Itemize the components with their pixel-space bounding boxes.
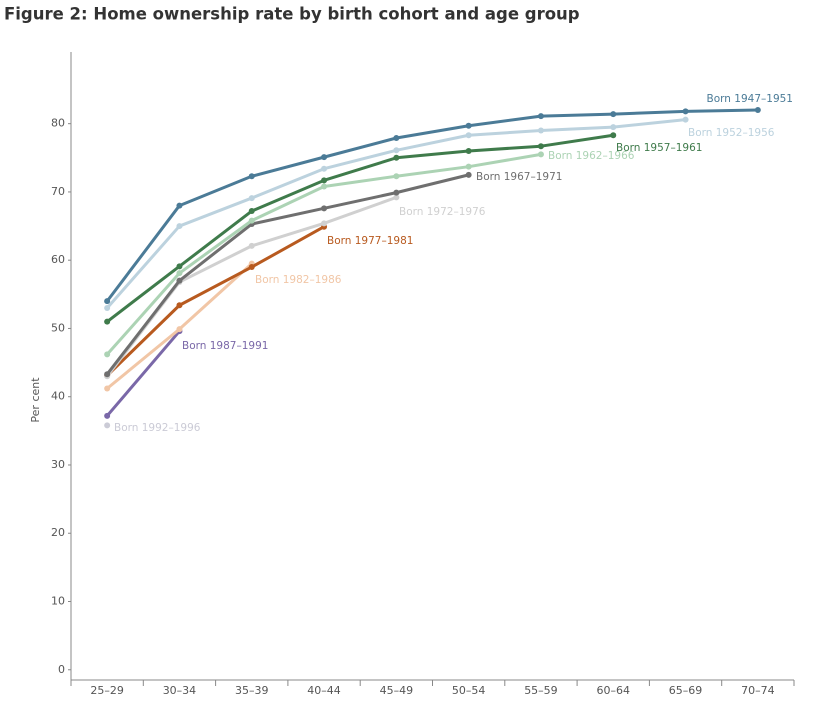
data-point bbox=[176, 277, 183, 284]
data-point bbox=[465, 147, 472, 154]
data-point bbox=[104, 422, 111, 429]
data-point bbox=[176, 202, 183, 209]
data-point bbox=[176, 270, 183, 277]
data-point bbox=[104, 412, 111, 419]
series-label: Born 1957–1961 bbox=[616, 142, 702, 154]
series-label: Born 1962–1966 bbox=[548, 150, 635, 162]
x-tick-label: 70–74 bbox=[741, 684, 775, 697]
y-tick-label: 0 bbox=[58, 663, 65, 676]
series-label: Born 1952–1956 bbox=[688, 127, 775, 139]
series-line bbox=[106, 133, 614, 323]
data-point bbox=[248, 208, 255, 215]
series-label: Born 1967–1971 bbox=[476, 171, 562, 183]
data-point bbox=[682, 108, 689, 115]
data-point bbox=[176, 223, 183, 230]
series-line bbox=[106, 330, 181, 417]
data-point bbox=[465, 122, 472, 129]
data-point bbox=[104, 298, 111, 305]
x-tick-label: 25–29 bbox=[90, 684, 124, 697]
data-point bbox=[176, 326, 183, 333]
data-point bbox=[321, 154, 328, 161]
data-point bbox=[610, 111, 617, 118]
y-tick-label: 30 bbox=[51, 458, 65, 471]
data-point bbox=[465, 171, 472, 178]
y-tick-label: 20 bbox=[51, 526, 65, 539]
data-point bbox=[248, 195, 255, 202]
x-tick-label: 30–34 bbox=[163, 684, 197, 697]
x-tick-label: 40–44 bbox=[307, 684, 341, 697]
series-label: Born 1947–1951 bbox=[707, 93, 793, 105]
data-point bbox=[465, 163, 472, 170]
x-tick-label: 45–49 bbox=[380, 684, 414, 697]
data-point bbox=[682, 116, 689, 123]
series-label: Born 1992–1996 bbox=[114, 422, 201, 434]
series-line bbox=[105, 108, 758, 303]
data-point bbox=[465, 132, 472, 139]
x-tick-label: 65–69 bbox=[669, 684, 703, 697]
data-point bbox=[321, 177, 328, 184]
data-point bbox=[176, 302, 183, 309]
data-point bbox=[248, 264, 255, 271]
data-point bbox=[393, 194, 400, 201]
series-label: Born 1987–1991 bbox=[182, 340, 268, 352]
data-point bbox=[393, 135, 400, 142]
x-tick-label: 50–54 bbox=[452, 684, 486, 697]
data-point bbox=[176, 263, 183, 270]
series-label: Born 1982–1986 bbox=[255, 274, 342, 286]
data-point bbox=[321, 165, 328, 172]
series-line bbox=[106, 225, 325, 377]
data-point bbox=[610, 124, 617, 131]
y-tick-label: 80 bbox=[51, 117, 65, 130]
data-point bbox=[248, 242, 255, 249]
data-point bbox=[321, 220, 328, 227]
y-tick-label: 50 bbox=[51, 321, 65, 334]
x-tick-label: 55–59 bbox=[524, 684, 558, 697]
x-tick-label: 35–39 bbox=[235, 684, 269, 697]
data-point bbox=[393, 154, 400, 161]
data-point bbox=[104, 371, 111, 378]
series-label: Born 1977–1981 bbox=[327, 235, 413, 247]
data-point bbox=[537, 127, 544, 134]
chart-title: Figure 2: Home ownership rate by birth c… bbox=[4, 5, 580, 24]
data-point bbox=[104, 318, 111, 325]
data-point bbox=[248, 217, 255, 224]
y-tick-label: 60 bbox=[51, 253, 65, 266]
y-tick-label: 40 bbox=[51, 390, 65, 403]
data-point bbox=[754, 107, 761, 114]
data-point bbox=[104, 304, 111, 311]
data-point bbox=[321, 205, 328, 212]
data-point bbox=[393, 173, 400, 180]
data-point bbox=[537, 151, 544, 158]
data-point bbox=[393, 147, 400, 154]
series-label: Born 1972–1976 bbox=[399, 206, 486, 218]
data-point bbox=[248, 173, 255, 180]
x-tick-label: 60–64 bbox=[597, 684, 631, 697]
data-point bbox=[537, 143, 544, 150]
y-tick-label: 70 bbox=[51, 185, 65, 198]
series-line bbox=[105, 173, 470, 376]
y-tick-label: 10 bbox=[51, 595, 65, 608]
y-axis-label: Per cent bbox=[29, 377, 42, 423]
data-point bbox=[104, 351, 111, 358]
data-point bbox=[537, 113, 544, 120]
data-point bbox=[610, 132, 617, 139]
data-point bbox=[393, 189, 400, 196]
data-point bbox=[104, 385, 111, 392]
data-point bbox=[321, 183, 328, 190]
